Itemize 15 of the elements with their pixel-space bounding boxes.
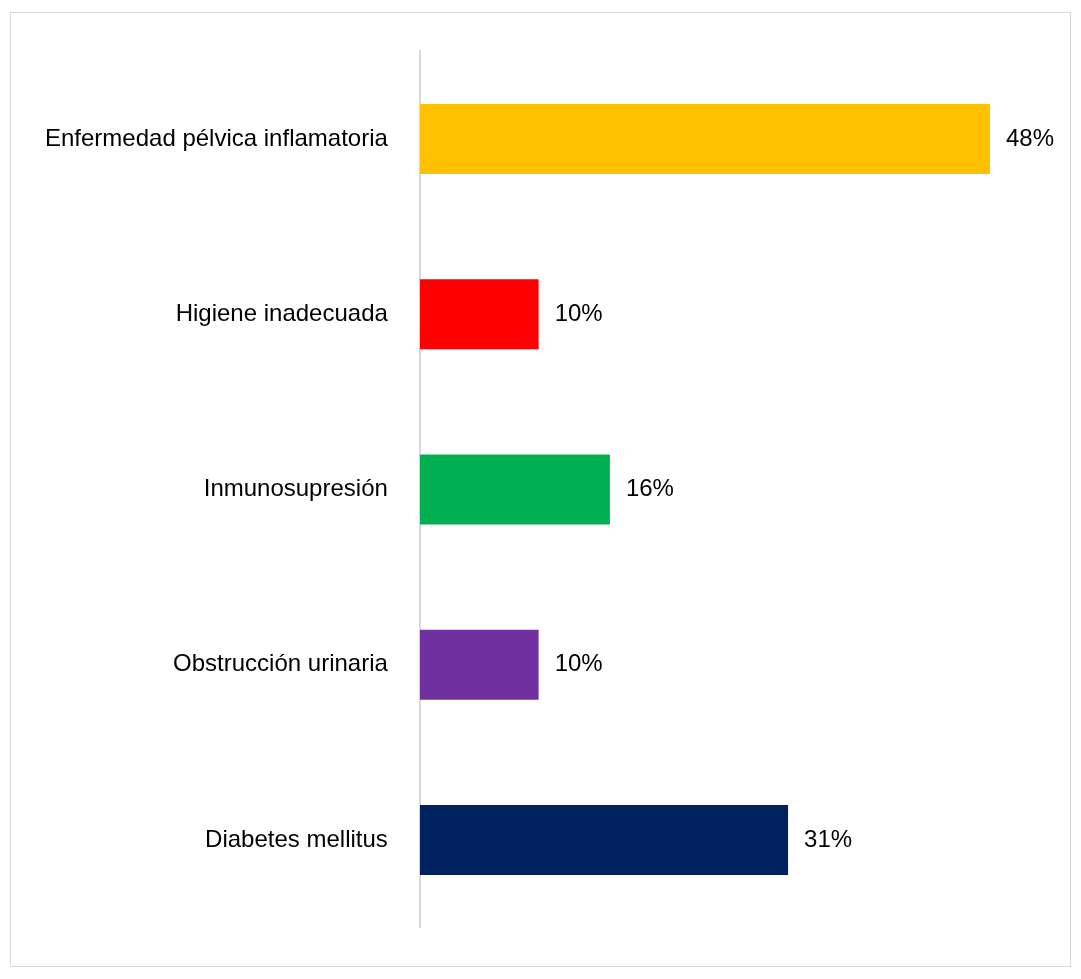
y-tick-label: Diabetes mellitus	[205, 824, 388, 852]
bar	[419, 454, 610, 525]
bar	[419, 804, 789, 876]
bar	[419, 279, 539, 350]
y-tick-label: Obstrucción urinaria	[173, 649, 389, 677]
y-tick-label: Inmunosupresión	[203, 474, 388, 502]
data-label: 10%	[554, 649, 603, 677]
data-label: 16%	[625, 474, 674, 502]
y-tick-label: Higiene inadecuada	[175, 298, 389, 326]
data-label: 10%	[554, 298, 603, 326]
bar	[419, 629, 539, 700]
bar	[419, 103, 990, 175]
data-label: 48%	[1006, 123, 1055, 151]
data-label: 31%	[804, 824, 853, 852]
y-tick-label: Enfermedad pélvica inflamatoria	[45, 123, 389, 151]
